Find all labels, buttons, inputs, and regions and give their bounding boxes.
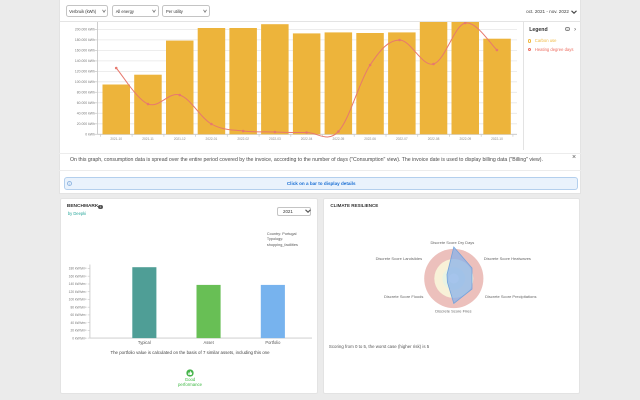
svg-text:40.000 kWh: 40.000 kWh bbox=[77, 112, 95, 116]
svg-text:2022-07: 2022-07 bbox=[396, 137, 408, 141]
svg-text:Discrete Score Precipitations: Discrete Score Precipitations bbox=[485, 294, 536, 299]
svg-text:180.000 kWh: 180.000 kWh bbox=[75, 38, 95, 42]
svg-text:80 kWh/m²: 80 kWh/m² bbox=[70, 305, 87, 309]
svg-text:2022-03: 2022-03 bbox=[269, 137, 281, 141]
svg-text:0 kWh/m²: 0 kWh/m² bbox=[72, 336, 87, 340]
svg-text:2022-04: 2022-04 bbox=[301, 137, 313, 141]
svg-text:Typical: Typical bbox=[138, 340, 151, 345]
svg-text:40 kWh/m²: 40 kWh/m² bbox=[70, 321, 87, 325]
svg-text:160 kWh/m²: 160 kWh/m² bbox=[69, 274, 88, 278]
svg-text:120.000 kWh: 120.000 kWh bbox=[75, 70, 95, 74]
svg-text:80.000 kWh: 80.000 kWh bbox=[77, 91, 95, 95]
svg-text:Asset: Asset bbox=[203, 340, 214, 345]
svg-text:2022-09: 2022-09 bbox=[459, 137, 471, 141]
svg-text:Discrete Score Fires: Discrete Score Fires bbox=[435, 309, 471, 314]
svg-text:2021-12: 2021-12 bbox=[174, 137, 186, 141]
svg-text:Discrete Score Dry Days: Discrete Score Dry Days bbox=[430, 240, 474, 245]
svg-text:180 kWh/m²: 180 kWh/m² bbox=[69, 267, 88, 271]
svg-text:160.000 kWh: 160.000 kWh bbox=[75, 49, 95, 53]
svg-text:120 kWh/m²: 120 kWh/m² bbox=[69, 290, 88, 294]
svg-text:Discrete Score Floods: Discrete Score Floods bbox=[384, 294, 423, 299]
svg-text:60 kWh/m²: 60 kWh/m² bbox=[70, 313, 87, 317]
svg-text:100 kWh/m²: 100 kWh/m² bbox=[69, 298, 88, 302]
svg-text:2022-10: 2022-10 bbox=[491, 137, 503, 141]
svg-text:Portfolio: Portfolio bbox=[265, 340, 281, 345]
svg-text:140.000 kWh: 140.000 kWh bbox=[75, 59, 95, 63]
svg-text:200.000 kWh: 200.000 kWh bbox=[75, 28, 95, 32]
svg-text:Discrete Score Landslides: Discrete Score Landslides bbox=[375, 256, 421, 261]
svg-text:100.000 kWh: 100.000 kWh bbox=[75, 80, 95, 84]
svg-text:2022-05: 2022-05 bbox=[333, 137, 345, 141]
svg-text:2021-10: 2021-10 bbox=[110, 137, 122, 141]
svg-text:2021-11: 2021-11 bbox=[142, 137, 154, 141]
svg-text:2022-01: 2022-01 bbox=[206, 137, 218, 141]
svg-text:20.000 kWh: 20.000 kWh bbox=[77, 122, 95, 126]
svg-text:2022-06: 2022-06 bbox=[364, 137, 376, 141]
svg-text:20 kWh/m²: 20 kWh/m² bbox=[70, 329, 87, 333]
svg-text:140 kWh/m²: 140 kWh/m² bbox=[69, 282, 88, 286]
svg-text:2022-02: 2022-02 bbox=[237, 137, 249, 141]
svg-text:60.000 kWh: 60.000 kWh bbox=[77, 101, 95, 105]
svg-text:2022-08: 2022-08 bbox=[428, 137, 440, 141]
svg-text:0 kWh: 0 kWh bbox=[85, 133, 95, 137]
svg-text:Discrete Score Heatwaves: Discrete Score Heatwaves bbox=[483, 256, 530, 261]
